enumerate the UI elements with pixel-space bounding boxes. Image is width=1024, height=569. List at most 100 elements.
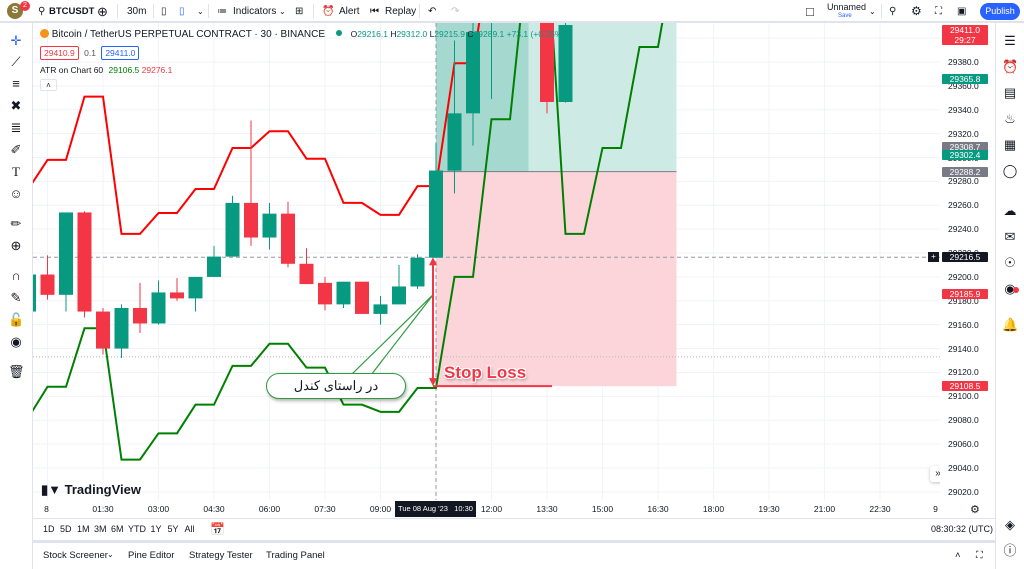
alarm-clock-icon[interactable]: ⏰ <box>1002 59 1019 74</box>
replay-button[interactable]: Replay <box>385 6 417 17</box>
loss-zone <box>436 171 677 387</box>
ideas-lightbulb-icon[interactable]: ◯ <box>1002 163 1018 178</box>
alert-button[interactable]: Alert <box>339 6 360 17</box>
range-ytd[interactable]: YTD <box>128 524 146 534</box>
price-tick: 29120.0 <box>948 367 979 378</box>
chevron-down-icon[interactable]: ⌄ <box>197 7 204 16</box>
time-tick: 06:00 <box>258 504 281 514</box>
time-axis[interactable]: 9 22:30 21:00 19:30 18:00 16:30 15:00 13:30 12:0… <box>33 500 940 518</box>
camera-icon[interactable]: ▣ <box>957 6 967 17</box>
layouts-grid-icon[interactable]: ⊞ <box>295 6 304 17</box>
help-icon[interactable]: ⓘ <box>1003 543 1017 558</box>
price-chart[interactable] <box>33 23 940 500</box>
chevron-down-icon[interactable]: ⌄ <box>107 550 114 559</box>
buy-price-button[interactable]: 29411.0 <box>101 46 140 60</box>
chevron-down-icon[interactable]: ⌄ <box>869 7 876 16</box>
tv-logo-icon: ▮▼ <box>41 482 65 497</box>
date-range-icon[interactable]: 📅 <box>210 522 225 536</box>
brush-icon[interactable]: ✐ <box>10 142 22 157</box>
watchlist-icon[interactable]: ☰ <box>1004 33 1016 48</box>
undo-icon[interactable]: ↶ <box>428 6 437 17</box>
axis-settings-icon[interactable]: ⚙ <box>970 504 980 516</box>
symbol-title[interactable]: Bitcoin / TetherUS PERPETUAL CONTRACT · … <box>51 29 326 40</box>
fib-retracement-icon[interactable]: ≡ <box>12 76 20 91</box>
candle-down <box>77 212 92 312</box>
time-tick: 8 <box>44 504 49 514</box>
text-icon[interactable]: T <box>12 164 20 179</box>
save-button[interactable]: Save <box>838 13 852 19</box>
range-5d[interactable]: 5D <box>60 524 72 534</box>
compare-plus-icon[interactable]: ⊕ <box>97 4 108 19</box>
range-5y[interactable]: 5Y <box>167 524 179 534</box>
indicators-button[interactable]: Indicators <box>233 6 277 17</box>
alarm-clock-icon[interactable]: ⏰ <box>322 6 335 17</box>
candle-up <box>336 281 351 305</box>
trash-icon[interactable]: 🗑 <box>8 364 25 379</box>
tab-stock-screener[interactable]: Stock Screener <box>43 550 108 561</box>
calendar-icon[interactable]: ▦ <box>1003 137 1017 152</box>
object-tree-icon[interactable]: ▤ <box>1003 85 1017 100</box>
quick-search-icon[interactable]: ⚲ <box>889 6 897 17</box>
range-3m[interactable]: 3M <box>94 524 107 534</box>
range-1y[interactable]: 1Y <box>150 524 162 534</box>
ohlc-values: O29216.1 H29312.0 L29215.9 C29289.1 +73.… <box>350 29 566 39</box>
price-axis[interactable]: 29380.029360.029340.029320.029300.029280… <box>928 23 995 518</box>
search-icon[interactable]: ⚲ <box>38 6 46 17</box>
chevron-up-icon[interactable]: ˄ <box>955 550 961 561</box>
replay-icon[interactable]: ⏮ <box>370 6 379 17</box>
pattern-icon[interactable]: ✖ <box>10 98 22 113</box>
add-alert-plus-icon[interactable]: + <box>928 252 939 263</box>
tab-pine-editor[interactable]: Pine Editor <box>128 550 175 561</box>
indicators-icon[interactable]: ≔ <box>217 6 227 17</box>
bitcoin-icon <box>40 29 49 38</box>
crosshair-icon[interactable]: ✛ <box>10 33 22 48</box>
magnet-icon[interactable]: ∩ <box>11 268 21 283</box>
candles-icon[interactable]: ▯ <box>179 6 185 17</box>
scroll-right-button[interactable]: » <box>930 466 940 482</box>
prediction-icon[interactable]: ≣ <box>10 120 22 135</box>
eye-icon[interactable]: ◉ <box>10 334 22 349</box>
range-all[interactable]: All <box>184 524 195 534</box>
lock-drawing-icon[interactable]: ✎ <box>10 290 22 305</box>
gear-icon[interactable]: ⚙ <box>911 4 922 18</box>
emoji-icon[interactable]: ☺ <box>9 186 23 201</box>
range-6m[interactable]: 6M <box>111 524 124 534</box>
top-toolbar: S 2 ⚲ BTCUSDT ⊕ 30m ▯ ▯ ⌄ ≔ Indicators ⌄… <box>0 0 1024 22</box>
candle-up <box>392 286 406 305</box>
chat-icon[interactable]: ✉ <box>1004 229 1016 244</box>
interval-button[interactable]: 30m <box>127 6 147 17</box>
chart-pane[interactable]: در راستای کندل Stop Loss ▮▼ TradingView … <box>33 23 940 500</box>
price-tick: 29280.0 <box>948 176 979 187</box>
chat-cloud-icon[interactable]: ☁ <box>1003 203 1017 218</box>
time-tick: 16:30 <box>647 504 669 514</box>
lock-icon[interactable]: 🔓 <box>8 312 25 327</box>
tab-strategy-tester[interactable]: Strategy Tester <box>189 550 253 561</box>
publish-button[interactable]: Publish <box>980 3 1020 20</box>
trend-line-icon[interactable]: ⟋ <box>11 54 21 69</box>
utc-clock[interactable]: 08:30:32 (UTC) <box>931 524 994 534</box>
maximize-panel-icon[interactable]: ⛶ <box>976 550 983 561</box>
avatar[interactable]: S <box>7 3 23 19</box>
symbol-search-button[interactable]: BTCUSDT <box>49 6 95 17</box>
range-1m[interactable]: 1M <box>77 524 90 534</box>
ruler-icon[interactable]: ✏ <box>10 216 22 231</box>
chart-legend: Bitcoin / TetherUS PERPETUAL CONTRACT · … <box>40 29 565 75</box>
layers-icon[interactable]: ◈ <box>1005 517 1015 532</box>
live-broadcast-icon[interactable]: ◉ <box>1004 281 1016 296</box>
sell-price-button[interactable]: 29410.9 <box>40 46 79 60</box>
zoom-in-icon[interactable]: ⊕ <box>10 238 22 253</box>
layout-name-button[interactable]: Unnamed <box>827 2 867 12</box>
redo-icon[interactable]: ↷ <box>451 6 460 17</box>
indicator-name[interactable]: ATR on Chart 60 <box>40 65 104 75</box>
bar-style-icon[interactable]: ▯ <box>161 6 167 17</box>
tab-trading-panel[interactable]: Trading Panel <box>266 550 325 561</box>
fullscreen-icon[interactable]: ⛶ <box>935 6 942 17</box>
price-tick: 29100.0 <box>948 391 979 402</box>
layout-square-icon[interactable]: □ <box>806 4 814 19</box>
range-1d[interactable]: 1D <box>43 524 55 534</box>
hotlist-flame-icon[interactable]: ♨ <box>1004 111 1016 126</box>
streams-icon[interactable]: ☉ <box>1004 255 1016 270</box>
chevron-down-icon[interactable]: ⌄ <box>279 7 286 16</box>
bell-icon[interactable]: 🔔 <box>1002 317 1019 332</box>
collapse-legend-button[interactable]: ˄ <box>40 79 57 91</box>
